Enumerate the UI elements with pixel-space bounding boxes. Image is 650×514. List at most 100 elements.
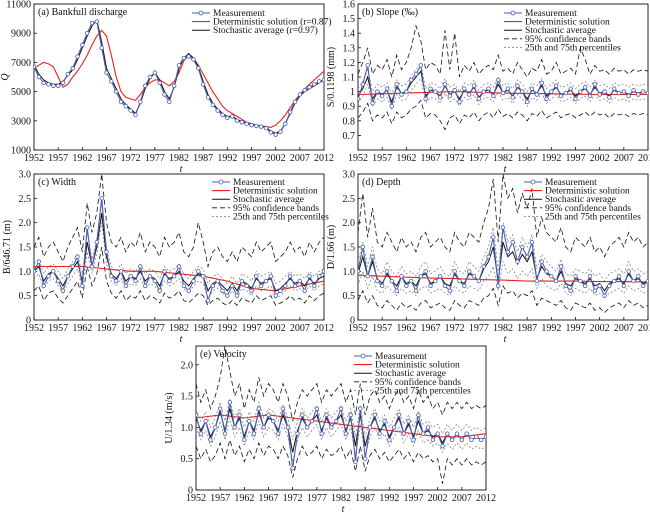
measurement-point (476, 278, 482, 284)
legend-label: Deterministic solution (375, 361, 460, 371)
measurement-point (486, 254, 491, 259)
legend-label: Deterministic solution (r=0.87) (213, 17, 332, 28)
legend-label: Stochastic average (r=0.97) (213, 25, 318, 36)
measurement-point (196, 269, 201, 274)
measurement-point (314, 406, 320, 411)
x-tick-label: 2002 (266, 153, 286, 164)
legend-label: Stochastic average (525, 26, 596, 36)
measurement-point (200, 82, 206, 87)
measurement-point (118, 269, 124, 274)
legend-label: Deterministic solution (545, 187, 630, 197)
measurement-point (459, 437, 465, 443)
measurement-point (275, 431, 281, 436)
y-tick-label: 1.1 (343, 73, 356, 84)
y-tick-label: 1.2 (343, 58, 356, 69)
series-line-band95 (196, 438, 486, 484)
measurement-point (416, 412, 421, 418)
panel-title: (b) Slope (‰) (362, 7, 418, 18)
measurement-point (365, 274, 370, 279)
measurement-point (268, 274, 274, 279)
measurement-point (466, 269, 472, 274)
measurement-point (338, 406, 344, 411)
measurement-point (418, 63, 424, 68)
measurement-point (396, 412, 402, 418)
measurement-point (640, 89, 646, 94)
measurement-point (198, 431, 204, 436)
measurement-point (167, 278, 172, 284)
measurement-point (582, 85, 588, 90)
measurement-point (404, 283, 409, 289)
series-group (358, 174, 648, 314)
measurement-point (430, 437, 436, 443)
legend-label: 95% confidence bands (525, 34, 611, 45)
measurement-point (225, 293, 230, 298)
measurement-point (505, 249, 511, 255)
measurement-point (316, 274, 322, 279)
x-tick-label: 1987 (517, 323, 537, 334)
x-tick-label: 1997 (242, 153, 262, 164)
measurement-point (483, 434, 486, 439)
x-tick-label: 1977 (469, 323, 489, 334)
measurement-point (457, 99, 462, 105)
measurement-point (191, 57, 196, 62)
measurement-point (524, 254, 530, 259)
series-line-band95 (358, 99, 648, 131)
x-tick-label: 1977 (469, 153, 489, 164)
x-tick-label: 2002 (590, 323, 610, 334)
legend-label: Stochastic average (233, 195, 304, 205)
measurement-point (249, 122, 254, 128)
measurement-point (343, 431, 349, 436)
measurement-point (147, 74, 153, 80)
measurement-point (524, 99, 530, 105)
measurement-point (534, 278, 540, 284)
series-line-deterministic (34, 29, 324, 128)
measurement-point (621, 89, 627, 94)
panel-b: 1952 1957 1962 1967 1972 1977 1982 1987 1992 1997… (326, 0, 650, 175)
x-tick-label: 1957 (48, 323, 68, 334)
y-tick-label: 1.5 (343, 243, 356, 254)
measurement-point (222, 431, 228, 436)
measurement-point (486, 86, 491, 91)
legend-marker (198, 10, 204, 16)
measurement-point (520, 89, 525, 94)
x-tick-label: 1992 (217, 153, 237, 164)
measurement-point (425, 425, 431, 430)
measurement-point (539, 259, 544, 264)
measurement-point (558, 93, 564, 99)
y-tick-label: 3000 (11, 116, 31, 127)
measurement-point (123, 283, 129, 289)
measurement-point (387, 437, 392, 443)
measurement-point (321, 269, 324, 274)
measurement-point (399, 274, 404, 279)
x-tick-label: 2002 (428, 493, 448, 504)
measurement-point (128, 108, 133, 113)
x-tick-label: 1962 (396, 323, 416, 334)
x-tick-label: 1987 (193, 323, 213, 334)
x-tick-label: 1972 (121, 153, 141, 164)
measurement-point (75, 254, 80, 259)
measurement-point (621, 283, 627, 289)
measurement-point (254, 123, 259, 129)
measurement-point (273, 293, 278, 298)
x-tick-label: 1962 (396, 153, 416, 164)
x-axis-label: t (504, 164, 507, 175)
measurement-point (370, 101, 375, 106)
measurement-point (285, 425, 291, 430)
series-line-stochastic (358, 241, 648, 292)
x-tick-label: 1997 (404, 493, 424, 504)
x-tick-label: 1957 (48, 153, 68, 164)
measurement-point (297, 278, 303, 284)
y-tick-label: 1.3 (343, 43, 356, 54)
measurement-point (573, 274, 578, 279)
measurement-point (104, 249, 109, 255)
legend-label: 25th and 75th percentiles (545, 212, 641, 222)
measurement-point (152, 70, 158, 75)
measurement-point (55, 83, 61, 88)
series-line-band2575 (358, 260, 648, 299)
measurement-point (227, 400, 233, 405)
y-tick-label: 1000 (11, 146, 31, 157)
measurement-point (437, 95, 443, 100)
series-line-band2575 (196, 399, 486, 440)
series-group (196, 346, 486, 484)
